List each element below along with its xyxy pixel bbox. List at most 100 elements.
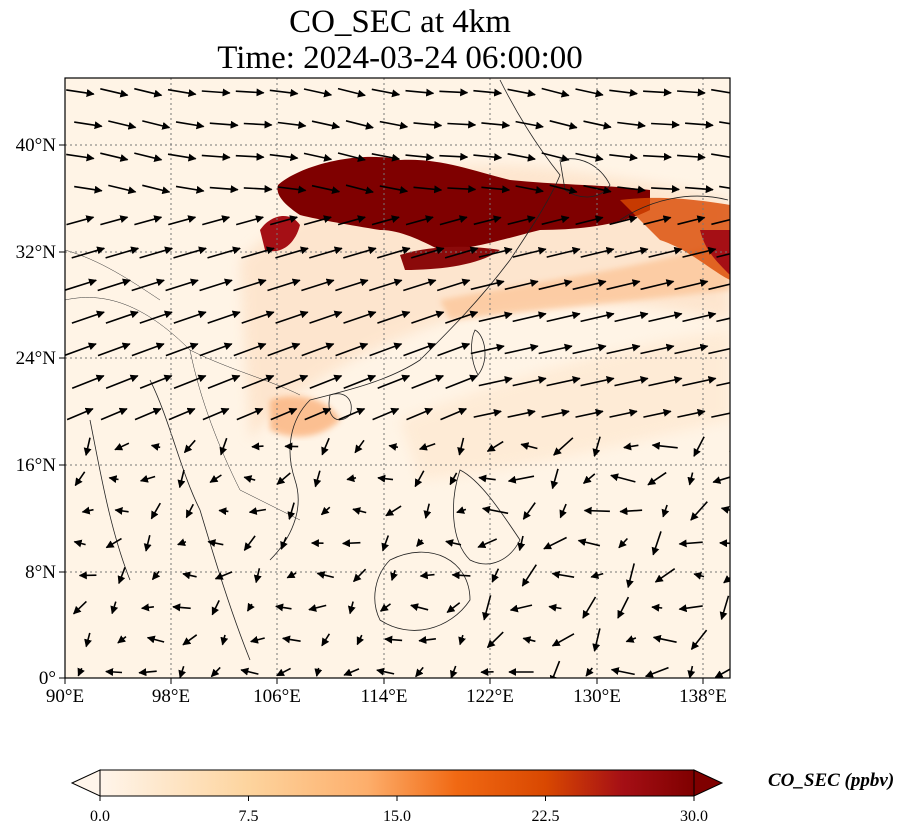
wind-arrow — [719, 595, 730, 621]
wind-arrow — [445, 374, 479, 389]
wind-arrow — [131, 342, 165, 357]
wind-arrow — [277, 121, 307, 129]
wind-arrow — [165, 342, 199, 357]
wind-arrow — [372, 407, 400, 421]
wind-arrow — [303, 88, 333, 98]
colorbar-min-extend — [70, 769, 101, 797]
wind-arrow — [575, 215, 604, 226]
wind-arrow — [209, 120, 239, 129]
wind-arrow — [729, 637, 730, 647]
wind-arrow — [173, 310, 207, 324]
wind-arrow — [592, 436, 601, 457]
wind-arrow — [577, 538, 601, 547]
wind-arrow — [108, 120, 137, 130]
wind-arrow — [134, 407, 162, 421]
wind-arrow — [580, 246, 615, 258]
wind-arrow — [439, 215, 468, 226]
wind-arrow — [248, 507, 267, 515]
wind-arrow — [648, 246, 683, 258]
wind-arrow — [173, 246, 207, 259]
colorbar-tick-label: 22.5 — [532, 808, 560, 825]
wind-arrow — [614, 376, 649, 387]
wind-arrow — [337, 215, 366, 226]
wind-arrow — [251, 442, 264, 451]
wind-arrow — [617, 185, 646, 194]
wind-arrow — [687, 472, 696, 486]
wind-arrow — [338, 407, 366, 421]
wind-arrow — [543, 536, 567, 550]
wind-arrow — [478, 474, 496, 483]
wind-arrow — [168, 215, 197, 226]
wind-arrow — [74, 471, 86, 487]
wind-arrow — [546, 246, 581, 258]
wind-arrow — [486, 440, 504, 452]
wind-arrow — [582, 473, 596, 485]
wind-arrow — [509, 604, 533, 613]
wind-arrow — [352, 507, 367, 515]
wind-arrow — [321, 437, 330, 456]
wind-arrow — [559, 503, 567, 519]
wind-arrow — [618, 537, 628, 549]
wind-arrow — [651, 531, 662, 556]
wind-arrow — [507, 475, 535, 484]
wind-arrow — [100, 407, 128, 421]
wind-arrow — [346, 474, 357, 483]
wind-arrow — [482, 595, 492, 621]
wind-arrow — [677, 88, 706, 97]
wind-arrow — [353, 568, 367, 583]
colorbar: 0.0 7.5 15.0 22.5 30.0 — [70, 769, 724, 825]
wind-arrow — [321, 633, 331, 647]
wind-arrow — [381, 535, 390, 552]
wind-arrow — [371, 215, 400, 226]
wind-arrow — [582, 596, 597, 619]
wind-arrow — [343, 246, 377, 259]
wind-arrow — [286, 570, 297, 579]
wind-arrow — [651, 441, 678, 450]
wind-arrow — [614, 311, 649, 323]
wind-arrow — [549, 120, 578, 130]
wind-arrow — [541, 87, 570, 98]
wind-arrow — [209, 474, 222, 483]
wind-arrow — [449, 665, 458, 678]
wind-arrow — [606, 279, 641, 291]
wind-arrow — [138, 668, 157, 677]
wind-arrow — [173, 374, 207, 389]
wind-arrow — [377, 474, 394, 483]
wind-arrow — [379, 603, 391, 612]
wind-arrow — [309, 246, 343, 259]
wind-arrow — [243, 475, 256, 483]
wind-arrow — [716, 253, 730, 258]
colorbar-max-extend — [693, 769, 724, 797]
wind-arrow — [678, 604, 703, 613]
lat-tick-label: 16°N — [16, 455, 57, 476]
wind-arrow — [714, 668, 730, 678]
wind-arrow — [114, 507, 129, 515]
wind-arrow — [313, 470, 322, 488]
wind-arrow — [575, 152, 604, 162]
wind-arrow — [614, 246, 649, 258]
lon-tick-label: 98°E — [152, 686, 190, 707]
wind-arrow — [276, 472, 291, 485]
lat-tick-label: 32°N — [16, 242, 57, 263]
wind-arrow — [693, 436, 705, 457]
wind-arrow — [512, 376, 547, 387]
wind-arrow — [100, 88, 129, 98]
wind-arrow — [314, 667, 323, 677]
wind-arrow — [343, 310, 377, 324]
wind-arrow — [515, 185, 544, 194]
wind-arrow — [640, 279, 675, 291]
wind-arrow — [473, 153, 503, 162]
wind-arrow — [301, 278, 335, 292]
wind-arrow — [142, 120, 171, 130]
map-subtitle: Time: 2024-03-24 06:00:00 — [217, 40, 583, 76]
wind-arrow — [711, 153, 730, 159]
wind-arrow — [491, 568, 500, 583]
wind-arrow — [481, 505, 509, 515]
wind-arrow — [470, 343, 505, 355]
wind-arrow — [512, 311, 547, 323]
wind-arrow — [354, 439, 365, 454]
wind-arrow — [473, 408, 502, 418]
wind-arrow — [609, 153, 638, 162]
wind-arrow — [538, 279, 573, 291]
wind-arrow — [335, 278, 369, 292]
